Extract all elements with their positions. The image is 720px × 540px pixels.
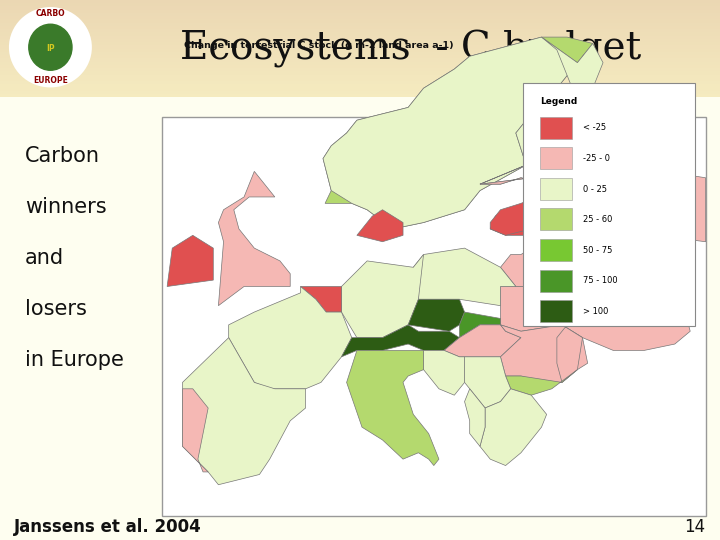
- Bar: [0, 81, 720, 84]
- Bar: [0, 52, 720, 55]
- Bar: [540, 208, 572, 231]
- Polygon shape: [459, 312, 500, 338]
- Bar: [0, 42, 720, 45]
- Bar: [0, 19, 720, 23]
- Polygon shape: [500, 325, 588, 382]
- Polygon shape: [323, 37, 593, 229]
- Bar: [540, 270, 572, 292]
- Polygon shape: [182, 389, 208, 472]
- Polygon shape: [490, 184, 567, 235]
- Bar: [0, 58, 720, 62]
- Bar: [0, 29, 720, 32]
- Polygon shape: [182, 338, 305, 485]
- Bar: [0, 16, 720, 19]
- Bar: [0, 3, 720, 6]
- Text: winners: winners: [25, 197, 107, 217]
- Polygon shape: [218, 171, 290, 306]
- Bar: [0, 0, 720, 3]
- Text: > 100: > 100: [583, 307, 608, 316]
- Polygon shape: [341, 254, 423, 338]
- Polygon shape: [480, 37, 603, 184]
- Ellipse shape: [29, 24, 72, 70]
- Polygon shape: [341, 325, 459, 357]
- Text: Janssens et al. 2004: Janssens et al. 2004: [14, 517, 202, 536]
- Bar: [0, 10, 720, 13]
- Polygon shape: [323, 37, 577, 229]
- Bar: [0, 75, 720, 78]
- Text: in Europe: in Europe: [25, 349, 124, 369]
- Bar: [0, 49, 720, 52]
- Bar: [0, 39, 720, 42]
- Bar: [0, 23, 720, 26]
- Text: 14: 14: [685, 517, 706, 536]
- Bar: [0, 55, 720, 58]
- Polygon shape: [346, 350, 439, 465]
- Bar: [523, 83, 695, 326]
- Bar: [0, 78, 720, 81]
- Bar: [0, 45, 720, 49]
- Bar: [540, 178, 572, 200]
- Bar: [0, 68, 720, 71]
- Bar: [0, 13, 720, 16]
- Bar: [540, 300, 572, 322]
- Text: 0 - 25: 0 - 25: [583, 185, 607, 193]
- Polygon shape: [357, 210, 403, 242]
- Text: 50 - 75: 50 - 75: [583, 246, 613, 255]
- Bar: [0, 62, 720, 65]
- Text: Change in terrestrial C stock (g m-2 land area a-1): Change in terrestrial C stock (g m-2 lan…: [184, 41, 454, 50]
- Text: IP: IP: [46, 44, 55, 53]
- Text: 25 - 60: 25 - 60: [583, 215, 613, 224]
- Bar: [0, 71, 720, 75]
- Text: Ecosystems  - C budget: Ecosystems - C budget: [180, 30, 641, 68]
- Bar: [540, 239, 572, 261]
- Circle shape: [9, 7, 92, 87]
- Bar: [0, 94, 720, 97]
- Polygon shape: [229, 287, 352, 389]
- Polygon shape: [464, 389, 485, 447]
- Bar: [0, 32, 720, 36]
- Text: < -25: < -25: [583, 123, 606, 132]
- Polygon shape: [444, 325, 521, 357]
- Polygon shape: [480, 88, 582, 184]
- Text: CARBO: CARBO: [35, 9, 66, 18]
- Text: 75 - 100: 75 - 100: [583, 276, 618, 286]
- Text: -25 - 0: -25 - 0: [583, 154, 611, 163]
- Bar: [540, 117, 572, 138]
- Bar: [540, 147, 572, 169]
- Bar: [0, 26, 720, 29]
- Bar: [0, 84, 720, 87]
- Polygon shape: [464, 357, 510, 408]
- Polygon shape: [167, 235, 213, 287]
- Text: Legend: Legend: [540, 97, 577, 106]
- Polygon shape: [413, 248, 516, 306]
- Polygon shape: [480, 389, 546, 465]
- Bar: [162, 117, 706, 516]
- Text: Carbon: Carbon: [25, 146, 100, 166]
- Text: EUROPE: EUROPE: [33, 76, 68, 85]
- Polygon shape: [505, 369, 577, 395]
- Bar: [0, 6, 720, 10]
- Text: losers: losers: [25, 299, 87, 319]
- Polygon shape: [300, 287, 341, 312]
- Bar: [0, 36, 720, 39]
- Polygon shape: [500, 235, 608, 287]
- Polygon shape: [490, 210, 557, 235]
- Text: and: and: [25, 248, 64, 268]
- Polygon shape: [480, 159, 706, 242]
- Polygon shape: [423, 350, 464, 395]
- Bar: [0, 65, 720, 68]
- Bar: [0, 87, 720, 91]
- Polygon shape: [408, 299, 464, 331]
- Polygon shape: [500, 261, 690, 350]
- Polygon shape: [557, 325, 582, 382]
- Bar: [0, 91, 720, 94]
